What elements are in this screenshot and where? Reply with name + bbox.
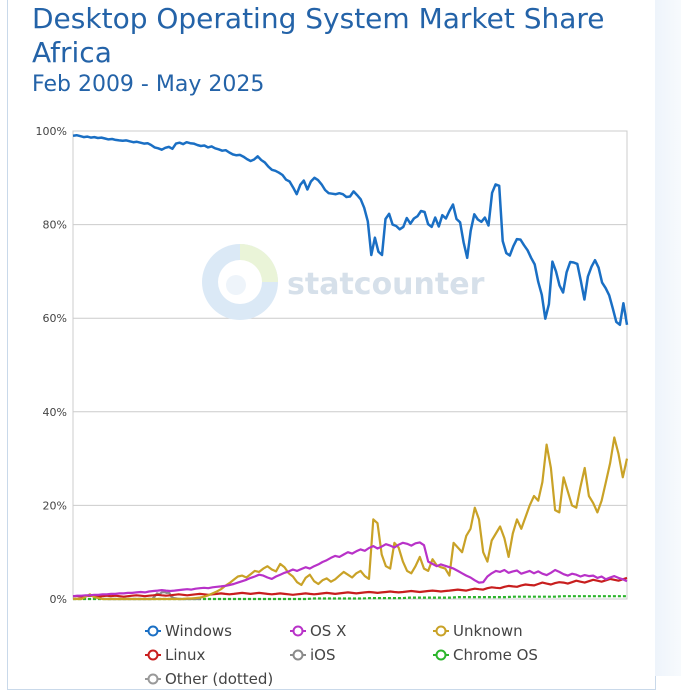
legend-marker-windows	[145, 624, 161, 638]
watermark-text: statcounter	[287, 267, 485, 302]
y-tick-label: 60%	[43, 312, 67, 325]
y-tick-label: 100%	[36, 125, 67, 138]
legend-label: iOS	[310, 646, 336, 664]
legend-marker-other	[145, 672, 161, 686]
legend-label: Other (dotted)	[165, 670, 274, 688]
legend-marker-chromeos	[433, 648, 449, 662]
y-tick-label: 20%	[43, 499, 67, 512]
legend-item-ios[interactable]: iOS	[290, 646, 336, 664]
legend-marker-unknown	[433, 624, 449, 638]
legend-marker-linux	[145, 648, 161, 662]
legend-label: Windows	[165, 622, 232, 640]
series-line-windows	[72, 133, 629, 327]
watermark-logo-dot	[226, 275, 246, 295]
chart-grid	[72, 130, 628, 600]
series-line-osx	[72, 541, 628, 598]
legend-item-unknown[interactable]: Unknown	[433, 622, 523, 640]
page-scroll-gutter	[655, 0, 681, 676]
legend-marker-osx	[290, 624, 306, 638]
legend-item-osx[interactable]: OS X	[290, 622, 346, 640]
chart-title-region: Africa	[32, 36, 112, 69]
legend-label: OS X	[310, 622, 347, 640]
series-line-unknown	[73, 436, 629, 601]
y-tick-label: 0%	[50, 593, 67, 606]
y-tick-label: 80%	[43, 219, 67, 232]
plot-border	[72, 130, 628, 600]
legend-item-windows[interactable]: Windows	[145, 622, 232, 640]
legend-marker-ios	[290, 648, 306, 662]
statcounter-watermark: statcounter	[202, 244, 485, 320]
y-axis-ticks: 0% 20% 40% 60% 80% 100%	[36, 125, 67, 606]
legend-item-linux[interactable]: Linux	[145, 646, 205, 664]
series-lines	[72, 133, 629, 601]
legend-item-chromeos[interactable]: Chrome OS	[433, 646, 538, 664]
legend-label: Unknown	[453, 622, 523, 640]
legend-label: Chrome OS	[453, 646, 538, 664]
y-tick-label: 40%	[43, 406, 67, 419]
chart-subtitle: Feb 2009 - May 2025	[32, 72, 265, 97]
legend-label: Linux	[165, 646, 206, 664]
chart-title: Desktop Operating System Market Share	[32, 2, 605, 35]
series-line-linux	[73, 576, 628, 598]
line-chart: statcounter 0% 20% 40% 60% 80% 100%	[36, 125, 629, 606]
legend-item-other[interactable]: Other (dotted)	[145, 670, 273, 688]
